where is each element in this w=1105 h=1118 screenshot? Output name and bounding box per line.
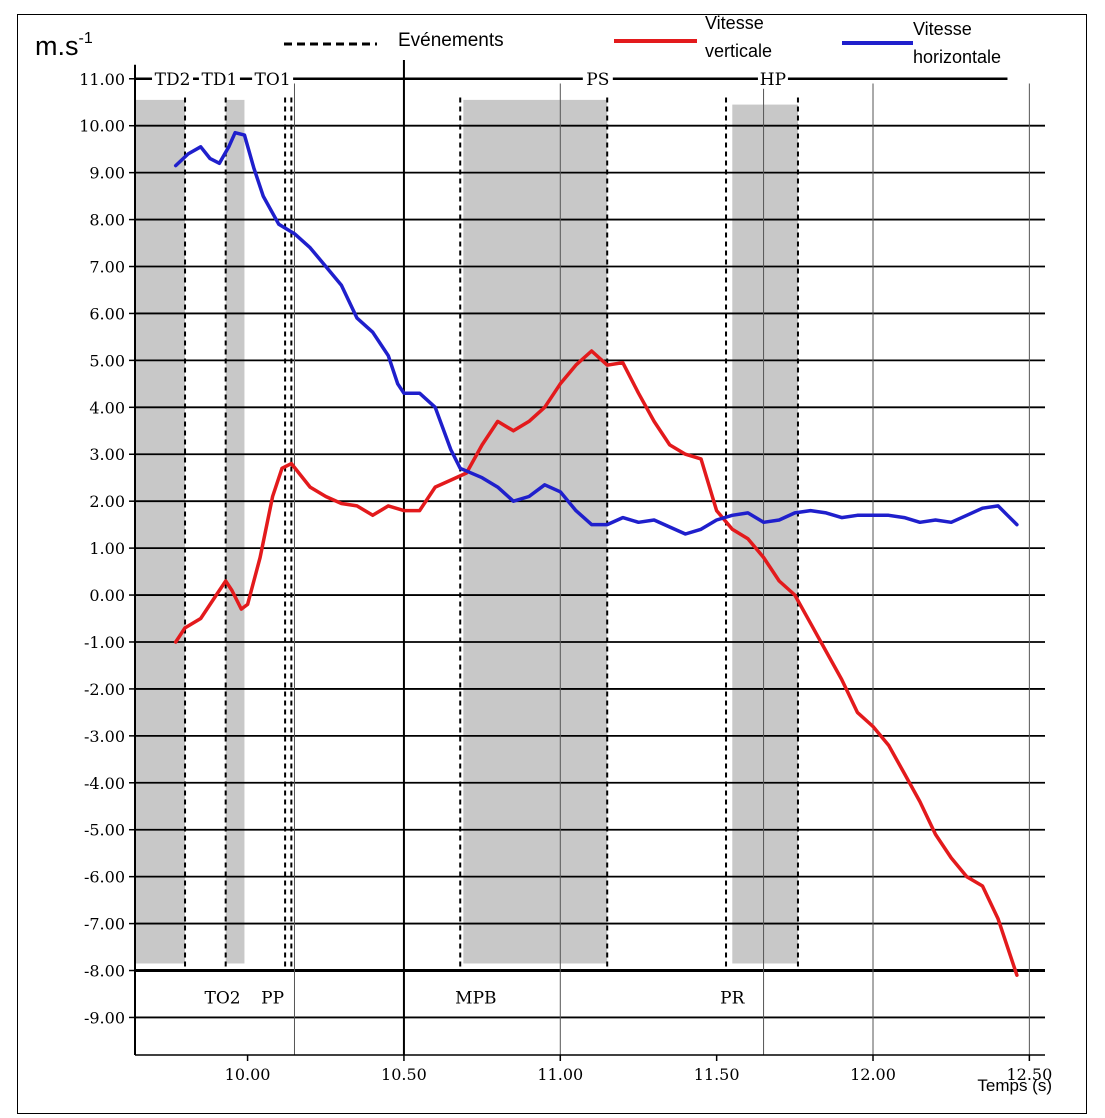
- x-tick-label-5: 12.50: [1006, 1065, 1052, 1084]
- y-tick-label-19: -8.00: [84, 962, 125, 981]
- legend-label-events: Evénements: [398, 30, 504, 51]
- y-tick-label-20: -9.00: [84, 1008, 125, 1027]
- gridlines: [135, 60, 1045, 1055]
- y-tick-label-14: -3.00: [84, 727, 125, 746]
- legend-label-vertical-1: Vitesse: [705, 13, 764, 33]
- y-tick-label-12: -1.00: [84, 633, 125, 652]
- axes: 11.00 10.00 9.00 8.00 7.00 6.00 5.00 4.00 3.00 2.…: [79, 64, 1052, 1084]
- series-lines: [173, 130, 1019, 977]
- y-tick-label-11: 0.00: [89, 586, 125, 605]
- x-tick-label-3: 11.50: [694, 1065, 740, 1084]
- x-tick-label-1: 10.50: [381, 1065, 427, 1084]
- top-event-label-4: HP: [760, 70, 786, 90]
- y-tick-label-2: 9.00: [89, 164, 125, 183]
- x-tick-label-4: 12.00: [850, 1065, 896, 1084]
- x-axis-title: Temps (s): [977, 1076, 1052, 1095]
- top-event-label-0: TD2: [155, 70, 191, 90]
- top-label-bg-1: [198, 66, 240, 89]
- shaded-phases: [135, 99, 798, 964]
- y-tick-label-18: -7.00: [84, 915, 125, 934]
- bottom-event-label-3: PR: [720, 988, 745, 1008]
- y-tick-label-7: 4.00: [89, 398, 125, 417]
- legend-label-vertical-2: verticale: [705, 41, 772, 61]
- shaded-interval-0: [135, 99, 186, 964]
- shaded-interval-1: [225, 99, 245, 964]
- phase-labels: TD2 TD1 TO1 PS HP TO2 PP MPB PR: [135, 66, 1008, 1008]
- y-tick-label-16: -5.00: [84, 821, 125, 840]
- top-event-label-2: TO1: [255, 70, 291, 90]
- y-axis-title-base: m.s: [35, 31, 79, 61]
- y-tick-label-8: 3.00: [89, 445, 125, 464]
- y-tick-label-6: 5.00: [89, 351, 125, 370]
- x-tick-label-0: 10.00: [225, 1065, 271, 1084]
- top-event-label-3: PS: [586, 70, 609, 90]
- top-label-bg-3: [582, 66, 613, 89]
- x-tick-label-2: 11.00: [537, 1065, 583, 1084]
- y-tick-label-4: 7.00: [89, 258, 125, 277]
- y-tick-label-10: 1.00: [89, 539, 125, 558]
- event-lines: [184, 97, 799, 971]
- top-label-bg-2: [252, 66, 294, 89]
- top-event-label-1: TD1: [202, 70, 238, 90]
- legend: Evénements Vitesse verticale Vitesse hor…: [284, 13, 1001, 67]
- bottom-event-label-2: MPB: [455, 988, 496, 1008]
- series-line-vertical: [173, 349, 1019, 977]
- y-tick-label-15: -4.00: [84, 774, 125, 793]
- y-tick-label-5: 6.00: [89, 304, 125, 323]
- top-label-bg-0: [152, 66, 194, 89]
- bottom-event-label-0: TO2: [205, 988, 241, 1008]
- y-tick-label-3: 8.00: [89, 211, 125, 230]
- y-tick-label-17: -6.00: [84, 868, 125, 887]
- y-tick-label-0: 11.00: [79, 70, 125, 89]
- bottom-event-label-1: PP: [261, 988, 284, 1008]
- series-line-horizontal: [173, 130, 1019, 536]
- image-frame: [17, 14, 1087, 1114]
- y-tick-label-13: -2.00: [84, 680, 125, 699]
- y-axis-title: m.s-1: [35, 30, 93, 61]
- shaded-interval-2: [463, 99, 608, 964]
- y-axis-title-exponent: -1: [79, 30, 93, 47]
- legend-label-horizontal-2: horizontale: [913, 47, 1001, 67]
- legend-label-horizontal-1: Vitesse: [913, 19, 972, 39]
- top-label-bg-4: [757, 66, 788, 89]
- y-tick-label-1: 10.00: [79, 117, 125, 136]
- y-tick-label-9: 2.00: [89, 492, 125, 511]
